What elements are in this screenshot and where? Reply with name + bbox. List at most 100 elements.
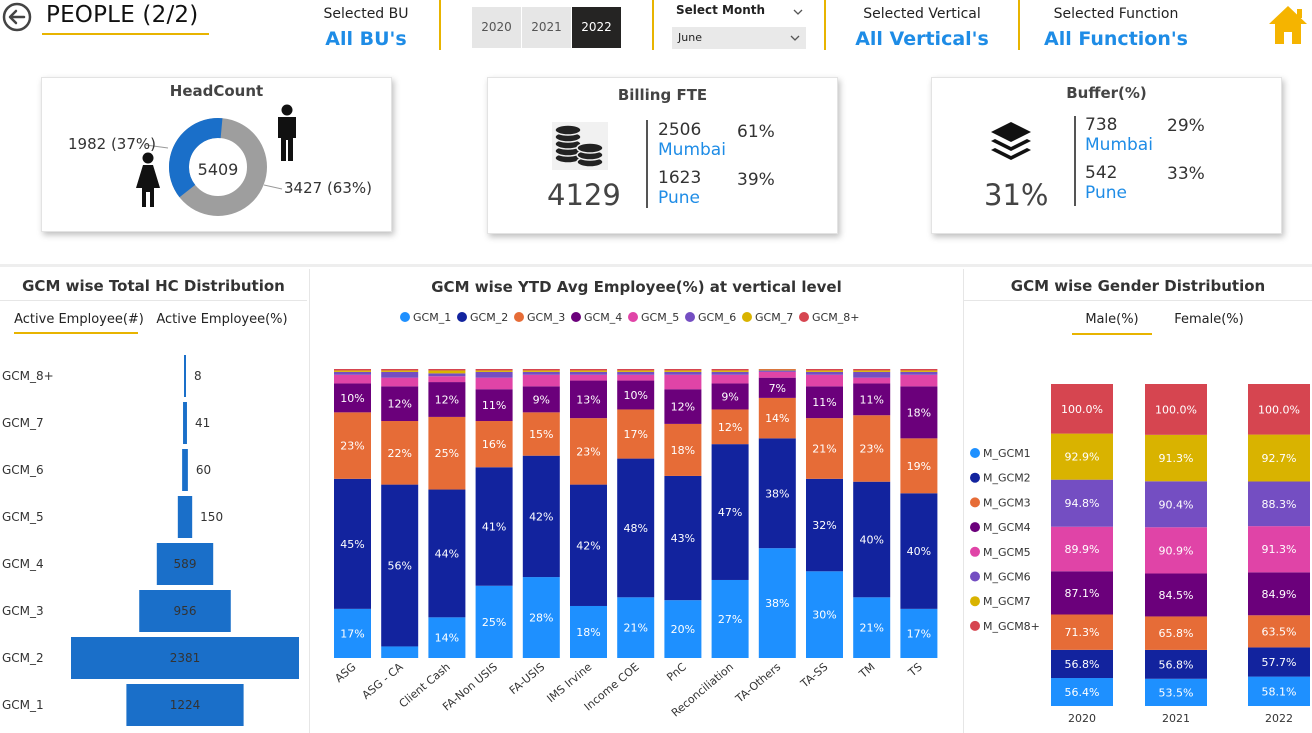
back-button[interactable]: [2, 2, 32, 32]
stacked-bar-segment: [617, 370, 655, 372]
funnel-value-label: 956: [174, 604, 197, 618]
legend-label: GCM_1: [413, 311, 451, 324]
hc-distribution-title: GCM wise Total HC Distribution: [22, 277, 285, 295]
stacked-bar-segment: [806, 371, 843, 375]
x-axis-tick-label: TA-Others: [732, 660, 783, 706]
stacked-bar-segment: [806, 386, 843, 419]
gender-data-label: 56.4%: [1065, 686, 1100, 699]
gender-data-label: 100.0%: [1061, 403, 1103, 416]
legend-label: M_GCM4: [983, 521, 1031, 534]
gender-distribution-title: GCM wise Gender Distribution: [1010, 277, 1266, 295]
x-axis-tick-label: TM: [856, 660, 878, 681]
gender-data-label: 71.3%: [1065, 626, 1100, 639]
stacked-data-label: 48%: [623, 522, 647, 535]
stacked-bar-segment: [475, 421, 513, 468]
stacked-data-label: 25%: [435, 447, 459, 460]
stacked-bar-segment: [522, 386, 560, 413]
stacked-bar-segment: [900, 371, 938, 375]
stacked-bar-segment: [806, 478, 843, 572]
panel-title-rule: [964, 300, 1312, 301]
stacked-bar-segment: [711, 579, 749, 658]
gender-bar-segment: [1145, 384, 1207, 435]
coins-icon: [552, 122, 608, 170]
stacked-data-label: 12%: [671, 401, 695, 414]
stacked-bar-segment: [428, 369, 466, 371]
billing-fte-title: Billing FTE: [617, 86, 708, 104]
back-arrow-icon: [2, 2, 32, 32]
stacked-bar-segment: [853, 415, 891, 482]
stacked-bar-segment: [900, 386, 938, 439]
stacked-bar-segment: [381, 371, 419, 378]
stacked-data-label: 11%: [482, 399, 506, 412]
gender-bar-segment: [1145, 434, 1207, 482]
gender-data-label: 92.7%: [1262, 452, 1297, 465]
stacked-bar-segment: [664, 475, 702, 601]
tab-male-underline: [1072, 333, 1152, 335]
stacked-bar-segment: [428, 617, 466, 658]
stacked-data-label: 23%: [859, 442, 883, 455]
stacked-data-label: 30%: [812, 609, 836, 622]
header-divider: [652, 0, 654, 50]
stacked-bar-segment: [381, 484, 419, 647]
stacked-bar-segment: [758, 397, 796, 439]
buffer-card: Buffer(%) 31% 738 29% Mumbai 542 33% Pun…: [931, 77, 1282, 234]
year-button-2020[interactable]: 2020: [472, 7, 521, 48]
stacked-data-label: 17%: [623, 428, 647, 441]
legend-label: GCM_5: [641, 311, 679, 324]
gender-bar-segment: [1051, 384, 1113, 434]
stacked-bar-segment: [664, 600, 702, 658]
stacked-bar-segment: [475, 467, 513, 586]
gender-data-label: 84.5%: [1159, 589, 1194, 602]
legend-label: M_GCM7: [983, 595, 1031, 608]
stacked-data-label: 14%: [765, 412, 789, 425]
home-button[interactable]: [1266, 2, 1310, 46]
legend-dot: [685, 312, 695, 322]
gender-data-label: 53.5%: [1159, 686, 1194, 699]
gender-data-label: 88.3%: [1262, 498, 1297, 511]
legend-dot: [970, 546, 980, 557]
chevron-down-icon[interactable]: [792, 3, 804, 15]
year-button-2021[interactable]: 2021: [522, 7, 571, 48]
stacked-bar-segment: [617, 374, 655, 381]
bu-slicer[interactable]: All BU's: [325, 28, 407, 50]
stacked-bar-segment: [853, 370, 891, 372]
stacked-data-label: 12%: [718, 421, 742, 434]
x-axis-tick-label: FA-USIS: [507, 660, 547, 697]
tab-active-employee-count[interactable]: Active Employee(#): [14, 312, 144, 327]
gender-bar-segment: [1051, 571, 1113, 615]
stacked-data-label: 38%: [765, 597, 789, 610]
tab-active-employee-pct[interactable]: Active Employee(%): [156, 312, 288, 327]
buffer-pune-label: Pune: [1085, 183, 1127, 203]
stacked-data-label: 38%: [765, 487, 789, 500]
vertical-slicer[interactable]: All Vertical's: [855, 28, 989, 50]
header-divider: [1018, 0, 1020, 50]
stacked-bar-segment: [664, 374, 702, 390]
billing-pune-count: 1623: [658, 168, 702, 188]
buffer-pune-count: 542: [1085, 163, 1118, 183]
funnel-bar: [182, 449, 188, 491]
gender-data-label: 90.4%: [1159, 498, 1194, 511]
stacked-bar-segment: [570, 605, 607, 658]
stacked-bar-segment: [758, 369, 796, 370]
tab-female-pct[interactable]: Female(%): [1174, 312, 1244, 327]
billing-mumbai-count: 2506: [658, 120, 702, 140]
funnel-value-label: 1224: [170, 698, 201, 712]
function-slicer[interactable]: All Function's: [1044, 28, 1188, 50]
legend-dot: [742, 312, 752, 322]
tab-male-pct[interactable]: Male(%): [1085, 312, 1139, 327]
stacked-data-label: 16%: [482, 438, 506, 451]
funnel-value-label: 41: [195, 416, 210, 430]
gender-bar-segment: [1051, 433, 1113, 480]
stacked-bar-segment: [475, 371, 513, 378]
legend-dot: [970, 472, 980, 483]
legend-label: GCM_4: [584, 311, 622, 324]
stacked-bar-segment: [570, 371, 607, 375]
bu-label: Selected BU: [323, 6, 409, 22]
gender-bar-segment: [1248, 526, 1310, 573]
year-button-2022[interactable]: 2022: [572, 7, 621, 48]
gender-data-label: 91.3%: [1159, 452, 1194, 465]
stacked-bar-segment: [900, 493, 938, 609]
stacked-data-label: 10%: [623, 389, 647, 402]
legend-dot: [970, 522, 980, 533]
month-dropdown[interactable]: June: [672, 27, 806, 49]
